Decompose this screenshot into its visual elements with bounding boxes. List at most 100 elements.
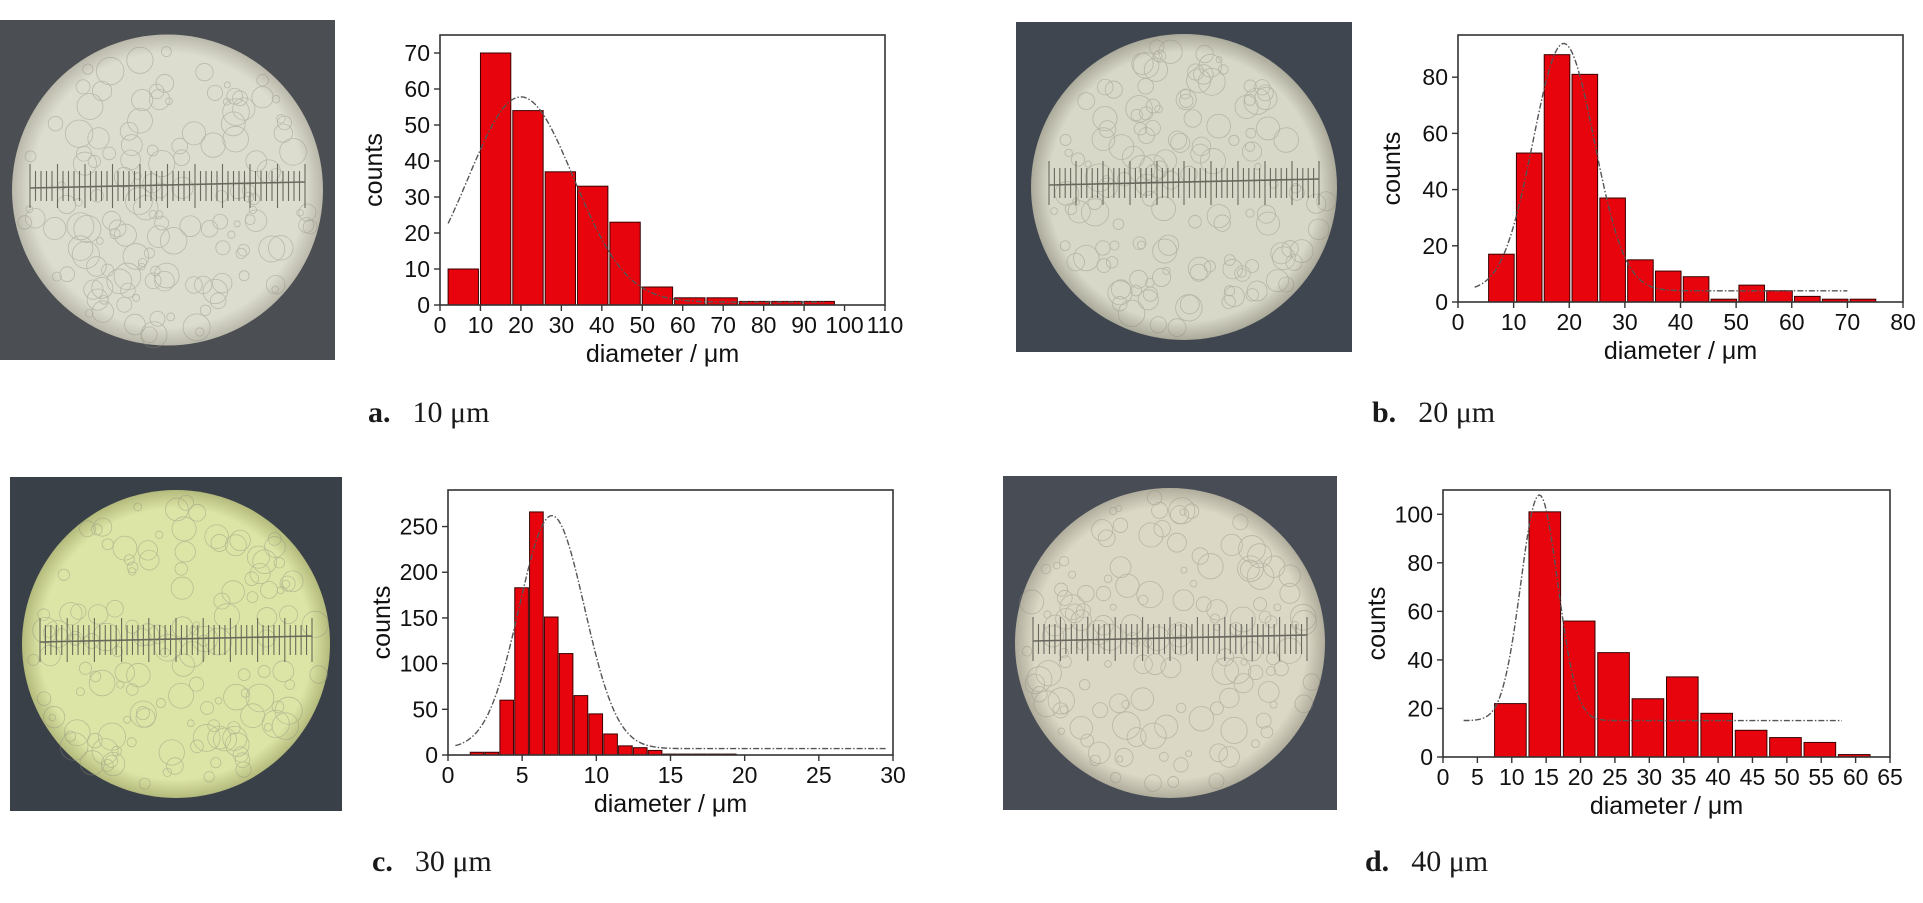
y-tick-label: 50	[412, 696, 438, 722]
x-tick-label: 0	[1452, 309, 1465, 335]
x-tick-label: 0	[442, 762, 455, 788]
y-tick-label: 20	[1407, 695, 1433, 721]
histogram-bar	[641, 286, 674, 306]
histogram-bar	[558, 653, 574, 756]
y-axis-label: counts	[1363, 587, 1391, 661]
histogram-bar	[632, 747, 648, 756]
x-tick-label: 60	[1779, 309, 1805, 335]
x-tick-label: 25	[1602, 764, 1628, 790]
y-tick-label: 60	[1422, 120, 1448, 146]
y-tick-label: 100	[1395, 501, 1433, 527]
plot-frame	[439, 34, 886, 306]
plot-frame	[1442, 489, 1891, 758]
x-tick-label: 70	[1835, 309, 1861, 335]
x-tick-label: 70	[710, 312, 736, 338]
x-tick-label: 0	[1437, 764, 1450, 790]
histogram-bar	[1562, 620, 1596, 758]
histogram-bar	[1682, 276, 1710, 303]
x-tick-label: 40	[1668, 309, 1694, 335]
x-tick-label: 10	[1501, 309, 1527, 335]
histogram-bar	[1571, 73, 1599, 303]
x-tick-label: 80	[1890, 309, 1916, 335]
x-tick-label: 15	[658, 762, 684, 788]
caption-letter: b.	[1372, 396, 1397, 429]
y-tick-label: 250	[400, 514, 438, 540]
x-tick-label: 110	[867, 312, 904, 338]
y-tick-label: 40	[1422, 177, 1448, 203]
histogram-bar	[1488, 253, 1515, 303]
caption-letter: a.	[368, 396, 391, 429]
x-tick-label: 50	[629, 312, 655, 338]
micrograph-image	[1016, 22, 1352, 352]
histogram-bar	[512, 110, 544, 306]
histogram-bar	[1734, 729, 1768, 758]
caption-text: 40 μm	[1411, 845, 1489, 878]
gaussian-fit-curve	[1474, 42, 1848, 292]
x-tick-label: 60	[670, 312, 696, 338]
histogram-bar	[609, 221, 641, 306]
histogram-bar	[603, 733, 618, 756]
histogram-bar	[514, 587, 529, 756]
x-tick-label: 20	[1568, 764, 1594, 790]
x-tick-label: 45	[1740, 764, 1766, 790]
caption-text: 30 μm	[414, 845, 492, 878]
panel-caption: b. 20 μm	[1372, 396, 1495, 430]
histogram-bar	[447, 268, 479, 306]
x-tick-label: 10	[1499, 764, 1525, 790]
x-tick-label: 50	[1774, 764, 1800, 790]
histogram-bar	[1700, 712, 1734, 758]
histogram-chart: 0 5 10 15 20 25 30 35 40 45 50 55 60 65 0 20 40 60 80 100 di…	[1363, 489, 1903, 820]
histogram-bar	[499, 699, 515, 756]
gaussian-fit-curve	[447, 96, 825, 303]
y-tick-label: 150	[400, 605, 438, 631]
histogram-bar	[479, 52, 512, 306]
y-tick-label: 20	[1422, 233, 1448, 259]
x-tick-label: 0	[434, 312, 447, 338]
y-tick-label: 100	[400, 651, 438, 677]
histogram-bar	[1803, 741, 1837, 758]
x-tick-label: 30	[1637, 764, 1663, 790]
x-tick-label: 50	[1723, 309, 1749, 335]
x-tick-label: 60	[1843, 764, 1869, 790]
micrograph-image	[1003, 476, 1337, 810]
y-tick-label: 60	[404, 76, 430, 102]
y-tick-label: 60	[1407, 598, 1433, 624]
y-tick-label: 20	[404, 220, 430, 246]
histogram-bar	[543, 616, 559, 756]
x-tick-label: 35	[1671, 764, 1697, 790]
x-axis-label: diameter / μm	[1604, 337, 1757, 365]
panel-caption: d. 40 μm	[1365, 845, 1488, 879]
histogram-chart: 0 5 10 15 20 25 30 0 50 100 150 200 250 diameter / μm…	[368, 489, 906, 818]
histogram-bar	[1597, 652, 1630, 758]
histogram-bar	[1766, 290, 1793, 303]
x-tick-label: 40	[589, 312, 615, 338]
y-tick-label: 0	[425, 742, 438, 768]
y-tick-label: 10	[404, 256, 430, 282]
histogram-bar	[1631, 698, 1665, 758]
y-tick-label: 0	[417, 292, 430, 318]
x-axis-label: diameter / μm	[594, 790, 747, 818]
histogram-bar	[1494, 703, 1527, 758]
y-tick-label: 70	[404, 40, 430, 66]
x-tick-label: 20	[508, 312, 534, 338]
x-tick-label: 90	[791, 312, 817, 338]
histogram-bar	[588, 713, 604, 756]
histogram-bar	[618, 745, 633, 756]
histogram-chart: 0 10 20 30 40 50 60 70 80 0 20 40 60 80 diameter / μm c…	[1378, 34, 1916, 365]
histogram-bar	[1738, 284, 1765, 303]
x-tick-label: 20	[732, 762, 758, 788]
y-axis-label: counts	[1378, 132, 1406, 206]
y-tick-label: 0	[1435, 289, 1448, 315]
x-tick-label: 65	[1877, 764, 1903, 790]
histogram-chart: 0 10 20 30 40 50 60 70 80 90 100 110 0 10 20 30 40 50 60 70…	[360, 34, 903, 368]
histogram-bar	[1543, 54, 1571, 303]
histogram-bar	[529, 511, 544, 756]
histogram-svg: 0 5 10 15 20 25 30 0 50 100 150 200 250 diameter / μm…	[368, 489, 906, 818]
x-tick-label: 55	[1808, 764, 1834, 790]
caption-text: 10 μm	[412, 396, 490, 429]
y-axis-label: counts	[368, 586, 396, 660]
y-tick-label: 30	[404, 184, 430, 210]
micrograph-image	[10, 477, 342, 811]
caption-letter: d.	[1365, 845, 1390, 878]
histogram-bar	[1666, 676, 1699, 758]
